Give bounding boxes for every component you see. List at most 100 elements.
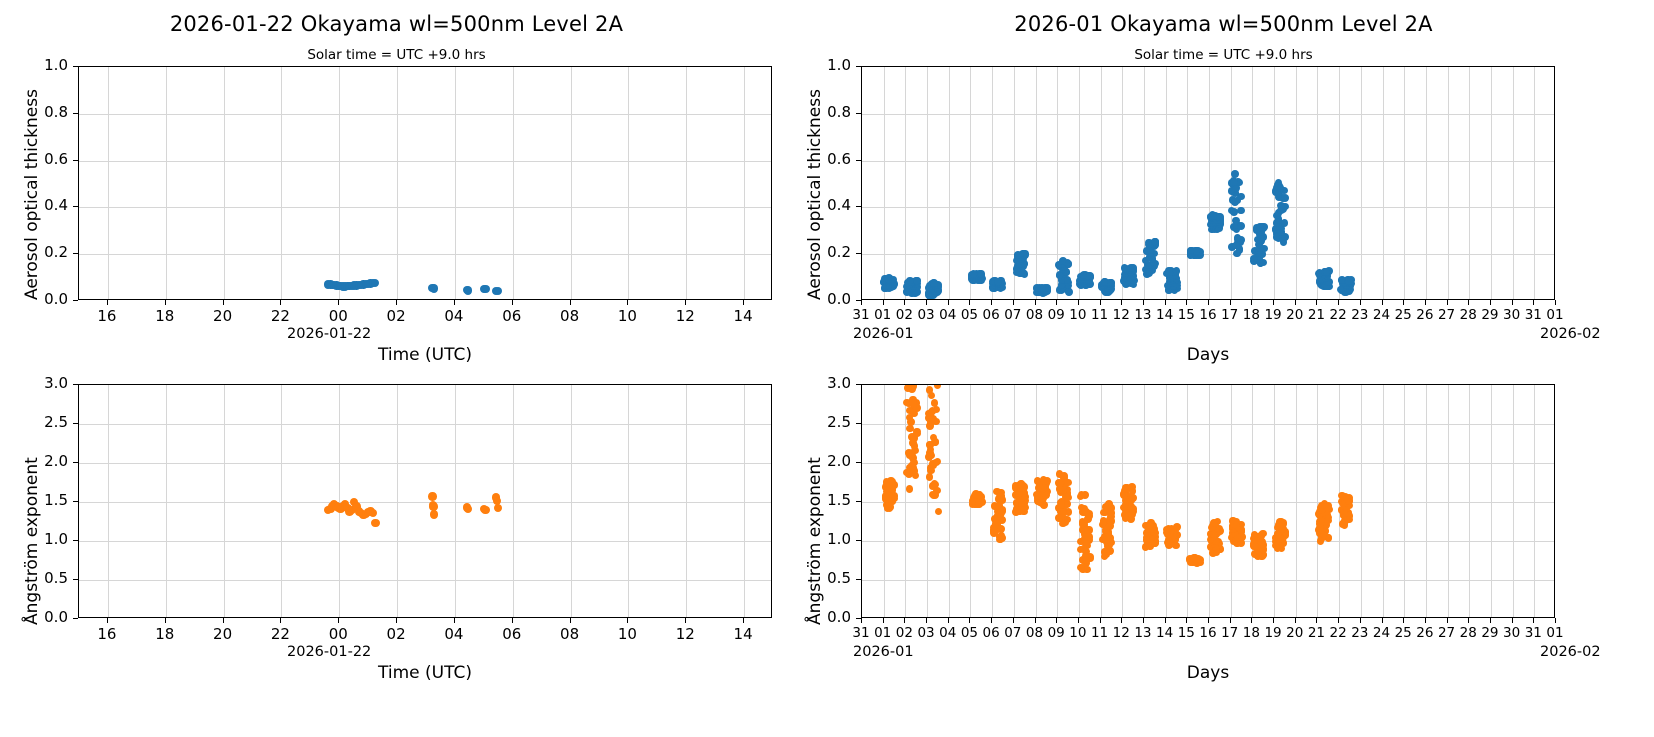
x-tick-label: 10 [1069, 307, 1087, 323]
x-tick-mark [1013, 300, 1014, 305]
x-tick-mark [627, 618, 628, 623]
gridline-vertical [281, 385, 282, 617]
x-tick-mark [1360, 618, 1361, 623]
gridline-vertical [1252, 385, 1253, 617]
y-tick-label: 0.0 [44, 608, 68, 626]
angstrom-data-point [1081, 551, 1090, 560]
x-tick-mark [883, 300, 884, 305]
x-tick-mark [883, 618, 884, 623]
aot-data-point [1231, 170, 1240, 178]
x-tick-label: 29 [1481, 625, 1499, 641]
x-tick-label: 14 [1156, 307, 1174, 323]
angstrom-data-point [350, 497, 359, 507]
x-tick-mark [1533, 618, 1534, 623]
aot-data-point [1187, 246, 1196, 255]
x-tick-mark [948, 300, 949, 305]
x-tick-mark [1273, 618, 1274, 623]
aot-data-point [1279, 238, 1288, 247]
x-tick-label: 12 [675, 307, 695, 325]
angstrom-data-point [929, 415, 937, 424]
gridline-vertical [1166, 67, 1167, 299]
x-tick-label: 01 [874, 625, 892, 641]
gridline-vertical [455, 67, 456, 299]
y-tick-label: 0.2 [827, 243, 851, 262]
gridline-horizontal [862, 424, 1554, 425]
x-tick-label: 10 [617, 307, 637, 325]
aot-data-point [1274, 216, 1283, 224]
angstrom-data-point [997, 531, 1006, 540]
angstrom-data-point [371, 518, 380, 528]
angstrom-data-point [1063, 515, 1072, 524]
angstrom-data-point [1320, 500, 1329, 508]
aot-data-point [1100, 278, 1109, 286]
aot-data-point [1275, 188, 1283, 197]
x-tick-mark [1425, 618, 1426, 623]
x-tick-label: 18 [155, 625, 175, 643]
aot-data-point [1165, 268, 1174, 276]
y-tick-mark [856, 300, 861, 301]
aot-data-point [1234, 177, 1242, 186]
gridline-vertical [1534, 67, 1535, 299]
aot-data-point [1235, 245, 1244, 253]
monthly-aot-axes [861, 66, 1555, 300]
angstrom-data-point [1169, 531, 1178, 540]
y-tick-mark [73, 501, 78, 502]
aot-data-point [1208, 212, 1217, 220]
x-tick-label: 02 [895, 625, 913, 641]
angstrom-data-point [1316, 537, 1325, 545]
x-tick-mark [743, 300, 744, 305]
x-tick-mark [107, 618, 108, 623]
monthly-aot-title: 2026-01 Okayama wl=500nm Level 2A [1014, 12, 1433, 36]
angstrom-data-point [927, 407, 936, 416]
x-tick-label: 31 [852, 625, 870, 641]
aot-data-point [1315, 269, 1324, 277]
x-tick-label: 20 [1286, 625, 1304, 641]
y-tick-label: 0.4 [827, 196, 851, 215]
x-tick-mark [570, 300, 571, 305]
x-tick-mark [1230, 618, 1231, 623]
angstrom-data-point [909, 395, 917, 404]
angstrom-data-point [1238, 533, 1246, 541]
x-tick-mark [1230, 300, 1231, 305]
x-tick-mark [1143, 300, 1144, 305]
aot-data-point [1064, 260, 1073, 268]
x-tick-label: 06 [502, 307, 522, 325]
gridline-vertical [339, 67, 340, 299]
gridline-vertical [1469, 67, 1470, 299]
gridline-vertical [628, 385, 629, 617]
x-tick-label: 26 [1416, 625, 1434, 641]
aot-data-point [1272, 233, 1281, 241]
y-tick-label: 0.5 [44, 569, 68, 587]
x-tick-mark [1208, 300, 1209, 305]
y-tick-mark [856, 384, 861, 385]
x-tick-mark [904, 300, 905, 305]
angstrom-data-point [1080, 545, 1088, 554]
angstrom-data-point [908, 433, 917, 441]
x-tick-mark [570, 618, 571, 623]
gridline-horizontal [79, 207, 771, 208]
angstrom-data-point [995, 502, 1003, 510]
x-tick-mark [1382, 618, 1383, 623]
y-tick-label: 0.0 [827, 608, 851, 626]
aot-data-point [1255, 254, 1263, 263]
gridline-vertical [1209, 67, 1210, 299]
gridline-vertical [628, 67, 629, 299]
gridline-vertical [1534, 385, 1535, 617]
x-tick-mark [1316, 618, 1317, 623]
y-tick-label: 1.0 [44, 56, 68, 74]
angstrom-data-point [1100, 508, 1108, 517]
gridline-vertical [884, 67, 885, 299]
angstrom-data-point [912, 404, 921, 412]
angstrom-data-point [934, 507, 943, 516]
gridline-vertical [1361, 385, 1362, 617]
aot-data-point [1250, 254, 1258, 263]
angstrom-data-point [1100, 552, 1109, 561]
x-tick-mark [1447, 300, 1448, 305]
y-tick-mark [856, 423, 861, 424]
y-tick-mark [856, 501, 861, 502]
x-tick-label: 16 [1199, 307, 1217, 323]
x-tick-mark [991, 300, 992, 305]
gridline-horizontal [79, 114, 771, 115]
angstrom-data-point [1080, 535, 1089, 544]
angstrom-data-point [1084, 526, 1092, 535]
